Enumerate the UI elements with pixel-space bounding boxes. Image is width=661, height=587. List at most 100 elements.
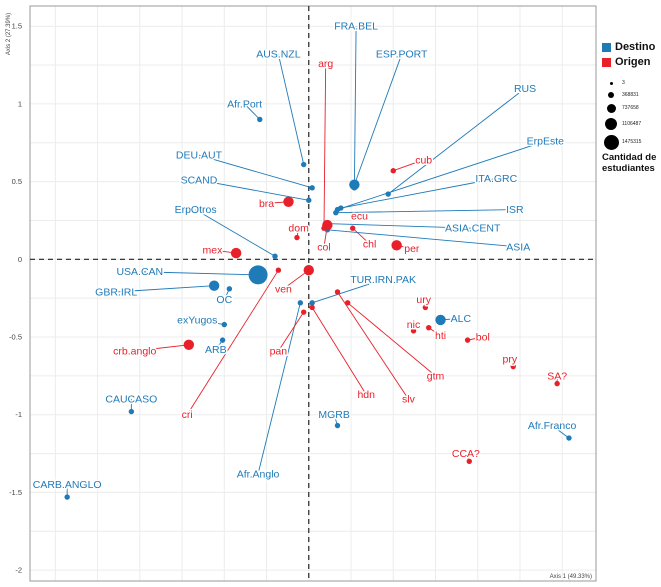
point-label: ARB [205, 344, 227, 356]
leader-line [283, 269, 310, 290]
leader-line [244, 103, 261, 120]
y-tick-label: 0.5 [12, 177, 22, 186]
point-label: DEU.AUT [176, 150, 223, 162]
data-point [333, 209, 339, 216]
leader-line [393, 159, 424, 172]
data-point [344, 300, 351, 306]
leader-line [277, 311, 305, 352]
data-point [301, 161, 307, 168]
point-label: ErpEste [527, 136, 565, 148]
data-point [283, 196, 294, 208]
point-label: hti [435, 330, 446, 342]
size-dot [606, 103, 616, 113]
point-label: ISR [506, 204, 524, 216]
data-point [435, 314, 446, 326]
point-label: hdn [357, 389, 375, 401]
leader-line [312, 279, 384, 304]
data-point [309, 185, 315, 191]
leader-line [353, 26, 357, 188]
point-label: ven [275, 283, 292, 295]
y-tick-label: -0.5 [9, 333, 22, 342]
data-point [385, 191, 391, 197]
legend-item-destino[interactable]: Destino [602, 40, 660, 54]
data-point [221, 321, 227, 328]
data-point [306, 197, 312, 203]
size-dot [605, 117, 617, 130]
plot-frame [29, 5, 597, 582]
data-points [64, 116, 572, 500]
data-point [226, 286, 233, 292]
leader-line [139, 271, 259, 276]
leader-line [186, 269, 279, 415]
legend-label: Origen [615, 56, 651, 68]
leader-line [116, 285, 215, 293]
data-point [554, 380, 560, 387]
data-point [303, 264, 314, 276]
point-label: per [404, 243, 420, 255]
data-point [128, 408, 135, 415]
leader-line [387, 88, 526, 195]
data-point [230, 247, 242, 259]
x-axis-title: Axis 1 (49.33%) [550, 574, 592, 580]
point-label: TUR.IRN.PAK [350, 274, 416, 286]
data-point [566, 435, 572, 441]
point-label: ecu [351, 210, 368, 222]
data-point [309, 304, 315, 311]
destino-swatch [602, 42, 611, 52]
leader-line [327, 229, 519, 248]
point-label: dom [288, 223, 309, 235]
point-label: exYugos [177, 314, 217, 326]
size-dot [603, 134, 619, 150]
point-label: FRA.BEL [334, 21, 378, 33]
point-label: ALC [451, 313, 472, 325]
point-label: cri [182, 409, 193, 421]
leader-line [277, 54, 305, 165]
y-tick-label: 0 [18, 255, 22, 264]
data-point [301, 309, 307, 315]
point-label: mex [203, 244, 224, 256]
data-point [322, 219, 333, 231]
leader-line [134, 344, 189, 352]
data-point [257, 116, 263, 123]
leader-line [311, 307, 367, 395]
plot-border [29, 5, 597, 582]
point-label: ITA.GRC [475, 173, 517, 185]
point-label: ury [416, 294, 431, 306]
data-point [334, 289, 341, 295]
leader-line [257, 302, 301, 474]
point-label: ASIA [506, 241, 530, 253]
data-point [309, 300, 315, 306]
data-point [390, 168, 396, 174]
size-legend-row: 737658 [602, 101, 660, 115]
y-axis-title: Axis 2 (27.39%) [6, 13, 12, 55]
size-dot [609, 81, 613, 85]
leader-line [198, 154, 313, 189]
size-label: 1475315 [622, 139, 642, 145]
point-label: USA.CAN [116, 266, 163, 278]
data-point [275, 267, 282, 273]
point-label: Afr.Franco [528, 420, 577, 432]
point-label: ASIA.CENT [445, 223, 501, 235]
point-label: ErpOtros [175, 204, 217, 216]
origen-swatch [602, 57, 611, 67]
point-label: AUS.NZL [256, 49, 301, 61]
point-label: CCA? [452, 448, 480, 460]
size-label: 1106487 [622, 120, 642, 127]
data-point [297, 300, 304, 306]
y-tick-label: -2 [15, 566, 22, 575]
data-point [248, 265, 268, 285]
point-label: CAUCASO [105, 394, 157, 406]
legend-item-origen[interactable]: Origen [602, 55, 660, 69]
point-label: chl [363, 238, 376, 250]
data-point [422, 304, 429, 311]
leader-line [198, 179, 309, 201]
leader-line [347, 302, 436, 377]
data-point [350, 225, 356, 231]
point-label: bol [476, 332, 490, 344]
y-tick-label: -1.5 [9, 488, 22, 497]
point-label: ESP.PORT [376, 49, 428, 61]
data-point [466, 458, 472, 465]
point-label: bra [259, 198, 274, 210]
data-point [349, 179, 360, 190]
